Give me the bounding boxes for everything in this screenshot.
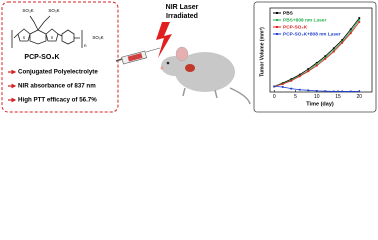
point: [358, 90, 361, 93]
point: [315, 89, 318, 92]
feature-list: Conjugated Polyelectrolyte NIR absorbanc…: [8, 69, 98, 104]
point: [273, 85, 276, 88]
point: [332, 49, 335, 51]
figure: S S SO₃K SO₃K SO₃K n PCP-SO₃K Conjugated…: [1, 1, 377, 113]
atom: S: [51, 35, 54, 40]
point: [290, 79, 293, 82]
legend-label: PBS+808 nm Laser: [283, 17, 326, 23]
x-tick-label: 10: [314, 94, 320, 100]
x-tick-label: 5: [294, 94, 297, 100]
feature: High PTT efficacy of 56.7%: [18, 97, 97, 104]
x-axis-label: Time (day): [306, 101, 334, 107]
point: [290, 78, 293, 81]
feature: NIR absorbance of 837 nm: [18, 83, 96, 90]
point: [349, 32, 352, 35]
point: [315, 63, 318, 65]
point: [298, 88, 301, 91]
syringe: [115, 47, 161, 65]
structure: [11, 15, 83, 48]
structure-label: SO₃K: [22, 8, 33, 13]
x-tick-label: 0: [273, 94, 276, 100]
point: [281, 86, 284, 88]
x-tick-label: 20: [356, 94, 362, 100]
point: [315, 64, 318, 67]
y-axis-label: Tumor Volume (mm³): [259, 27, 265, 77]
point: [332, 47, 335, 50]
point: [298, 73, 301, 76]
mouse: [160, 46, 251, 105]
x-tick-label: 15: [335, 94, 341, 100]
point: [349, 28, 352, 31]
plot-frame: [269, 7, 373, 93]
point: [298, 75, 301, 78]
laser-label: NIR Laser: [166, 4, 199, 11]
legend-label: PCP-SO₃K: [283, 24, 308, 30]
atom: S: [23, 35, 26, 40]
point: [358, 17, 361, 19]
point: [341, 90, 344, 93]
point: [332, 50, 335, 53]
point: [290, 87, 293, 90]
point: [307, 70, 310, 73]
point: [324, 90, 327, 93]
point: [349, 30, 352, 33]
compound-box: [1, 1, 119, 113]
legend-marker: [276, 19, 278, 21]
structure-label: SO₃K: [92, 35, 103, 40]
legend-label: PCP-SO₃K+808 nm Laser: [283, 31, 341, 37]
legend-marker: [276, 12, 278, 14]
point: [307, 89, 310, 92]
point: [281, 83, 284, 86]
compound-name: PCP-SO₃K: [24, 54, 59, 61]
laser-bolt: [156, 22, 172, 58]
laser-label: Irradiated: [166, 13, 198, 20]
feature: Conjugated Polyelectrolyte: [18, 69, 98, 76]
chart-box: [253, 1, 377, 113]
point: [332, 90, 335, 93]
structure-label: SO₃K: [48, 8, 59, 13]
point: [307, 68, 310, 70]
point: [341, 41, 344, 44]
structure-label: n: [84, 43, 87, 48]
point: [341, 39, 344, 41]
point: [341, 40, 344, 43]
point: [349, 90, 352, 93]
point: [358, 21, 361, 23]
legend-marker: [276, 33, 278, 35]
legend-label: PBS: [283, 10, 294, 16]
legend-marker: [276, 26, 278, 28]
point: [324, 56, 327, 59]
point: [358, 18, 361, 21]
point: [324, 55, 327, 58]
point: [324, 58, 327, 60]
point: [315, 61, 318, 64]
